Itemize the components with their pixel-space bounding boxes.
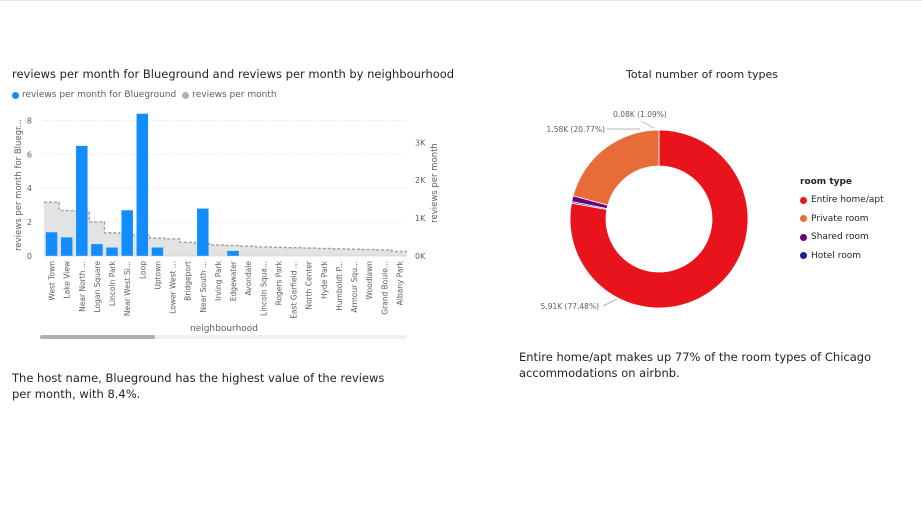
y-tick-label-4: 8 [27, 116, 32, 125]
y-tick-label-2: 4 [27, 184, 32, 193]
x-tick-label-0: West Town [48, 261, 57, 301]
legend-swatch-entire-home [800, 196, 807, 204]
legend-item-reviews[interactable]: reviews per month [182, 90, 277, 100]
x-tick-label-20: Armour Squ... [350, 261, 359, 313]
x-tick-label-6: Loop [138, 261, 147, 279]
legend-label-blueground: reviews per month for Blueground [22, 90, 177, 100]
bar-0 [45, 232, 58, 256]
legend-swatch-reviews [182, 91, 190, 99]
legend-item-blueground[interactable]: reviews per month for Blueground [12, 90, 176, 100]
x-tick-label-4: Lincoln Park [108, 260, 117, 306]
legend-swatch-hotel-room [800, 252, 807, 260]
x-tick-label-13: Avondale [244, 261, 253, 296]
legend-label-entire-home: Entire home/apt [811, 195, 884, 206]
legend-item-shared-room[interactable]: Shared room [800, 228, 884, 247]
legend-label-private-room: Private room [811, 213, 869, 224]
x-tick-label-5: Near West Si... [123, 261, 132, 316]
top-border [0, 0, 922, 1]
y-tick-label-0: 0 [27, 252, 32, 261]
y-tick-label-3: 6 [27, 150, 32, 159]
donut-chart-insight-text: Entire home/apt makes up 77% of the room… [519, 350, 872, 380]
x-tick-label-18: Hyde Park [320, 260, 329, 299]
x-tick-label-7: Uptown [153, 261, 162, 290]
y2-tick-label-1: 1K [415, 214, 426, 223]
donut-legend-title: room type [800, 177, 853, 187]
legend-label-shared-room: Shared room [811, 232, 869, 243]
x-tick-label-14: Lincoln Squa... [259, 261, 268, 316]
x-tick-label-19: Humboldt P... [335, 261, 344, 311]
legend-item-entire-home[interactable]: Entire home/apt [800, 191, 884, 210]
bar-4 [106, 247, 118, 256]
bar-10 [197, 208, 209, 256]
x-tick-label-2: Near North ... [78, 261, 87, 312]
x-tick-label-3: Logan Square [93, 261, 102, 313]
y2-tick-label-0: 0K [415, 252, 426, 261]
bar-3 [91, 244, 103, 256]
donut-legend[interactable]: room type Entire home/apt Private room S… [800, 177, 884, 265]
donut-slice-entire-home-apt[interactable] [569, 129, 749, 309]
leader-line-0 [602, 298, 618, 307]
line-reviews-per-month [44, 201, 407, 253]
bar-1 [60, 237, 73, 256]
legend-label-reviews: reviews per month [192, 90, 277, 100]
bar-chart-insight-text: The host name, Blueground has the highes… [12, 371, 385, 401]
legend-swatch-private-room [800, 215, 807, 223]
x-tick-label-23: Albany Park [395, 260, 404, 305]
bar-chart-title: reviews per month for Blueground and rev… [12, 67, 455, 81]
bar-5 [121, 210, 133, 256]
y2-tick-label-2: 2K [415, 176, 426, 185]
legend-item-hotel-room[interactable]: Hotel room [800, 247, 884, 266]
x-tick-label-12: Edgewater [229, 260, 238, 301]
bar-chart-legend[interactable]: reviews per month for Blueground reviews… [12, 90, 277, 100]
data-label-1: 1.58K (20.77%) [547, 125, 606, 134]
x-tick-label-22: Grand Boule... [380, 261, 389, 315]
bar-12 [227, 250, 239, 256]
leader-line-2 [640, 120, 655, 129]
x-tick-label-11: Irving Park [214, 260, 223, 301]
x-tick-label-1: Lake View [63, 261, 72, 299]
legend-swatch-blueground [12, 91, 19, 99]
x-tick-label-16: East Garfield ... [290, 261, 299, 319]
bar-6 [136, 113, 149, 256]
data-label-2: 0.08K (1.09%) [613, 110, 667, 119]
x-tick-label-21: Woodlawn [365, 261, 374, 300]
legend-item-private-room[interactable]: Private room [800, 210, 884, 229]
bar-7 [151, 247, 164, 256]
x-tick-label-15: Rogers Park [274, 260, 283, 305]
donut-slice-hotel-room[interactable] [570, 201, 608, 210]
y-tick-label-1: 2 [27, 218, 32, 227]
x-axis-title: neighbourhood [190, 324, 258, 334]
x-tick-label-9: Bridgeport [184, 261, 193, 301]
y-axis-title: reviews per month for Bluegr... [14, 119, 24, 251]
y2-axis-title: reviews per month [430, 143, 440, 223]
x-tick-label-17: North Center [305, 260, 314, 310]
donut-slice-private-room[interactable] [572, 129, 660, 206]
scrollbar-thumb[interactable] [40, 335, 155, 339]
y2-tick-label-3: 3K [415, 138, 426, 147]
x-tick-label-10: Near South ... [199, 261, 208, 313]
legend-swatch-shared-room [800, 233, 807, 241]
donut-chart-title: Total number of room types [626, 68, 778, 81]
area-reviews-per-month [44, 202, 407, 256]
x-tick-label-8: Lower West ... [169, 261, 178, 314]
bar-2 [76, 145, 88, 256]
data-label-0: 5.91K (77.48%) [541, 302, 600, 311]
legend-label-hotel-room: Hotel room [811, 250, 861, 261]
